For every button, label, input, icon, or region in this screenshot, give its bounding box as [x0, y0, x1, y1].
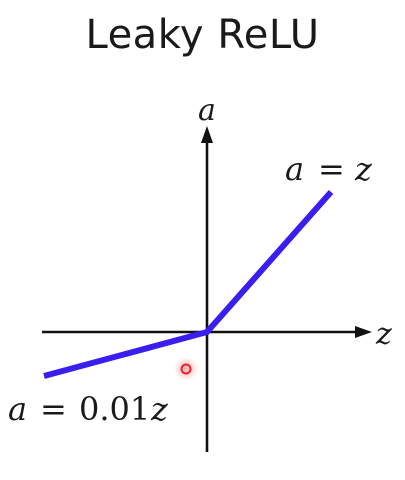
x-axis-arrowhead — [355, 326, 372, 338]
negative-eq-coefficient: 0.01 — [79, 390, 150, 428]
positive-eq-z: z — [354, 150, 373, 188]
leaky-relu-curve — [43, 190, 334, 379]
chart-title: Leaky ReLU — [85, 12, 320, 58]
y-axis-arrowhead — [201, 126, 213, 143]
positive-eq-a: a — [285, 150, 304, 188]
x-axis-label: z — [375, 317, 392, 352]
y-axis-label: a — [198, 93, 216, 128]
negative-eq-z: z — [150, 390, 169, 428]
positive-eq-equals: = — [318, 150, 345, 188]
negative-eq-equals: = — [40, 390, 67, 428]
cursor-highlight-icon — [174, 357, 198, 381]
negative-eq-a: a — [8, 390, 27, 428]
